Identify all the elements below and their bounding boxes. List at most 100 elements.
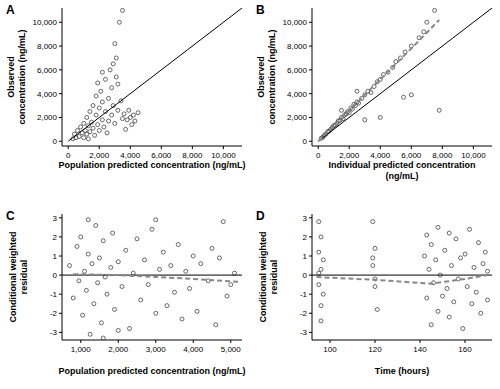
y-tick	[59, 22, 62, 23]
y-tick-label: 6,000	[37, 66, 58, 75]
point	[114, 56, 118, 60]
x-tick	[99, 146, 100, 149]
trend-line	[318, 20, 439, 141]
y-tick-label: 2	[303, 233, 308, 242]
y-tick	[309, 256, 312, 257]
y-axis-label: Observedconcentration (ng/mL)	[256, 30, 277, 125]
point	[423, 254, 427, 258]
y-axis-label-line: Conditional weighted	[258, 232, 268, 323]
point	[454, 237, 458, 241]
point	[121, 117, 125, 121]
y-axis-label: Conditional weightedresidual	[258, 232, 279, 323]
point	[191, 254, 195, 258]
y-tick-label: 1	[303, 252, 308, 261]
point	[77, 279, 81, 283]
point	[116, 260, 120, 264]
reference-line	[312, 275, 492, 276]
point	[465, 285, 469, 289]
point	[425, 233, 429, 237]
point	[99, 321, 103, 325]
panel: D100120140160-3-2-10123Time (hours)Condi…	[256, 209, 492, 376]
point	[371, 256, 375, 260]
x-tick-label: 3,000	[146, 345, 167, 354]
point	[101, 336, 105, 340]
y-tick	[59, 141, 62, 142]
x-axis-label: Population predicted concentration (ng/m…	[58, 366, 245, 376]
point	[94, 113, 98, 117]
y-tick	[59, 313, 62, 314]
x-tick	[192, 146, 193, 149]
point	[86, 137, 90, 141]
point	[447, 231, 451, 235]
y-tick	[59, 236, 62, 237]
point	[146, 283, 150, 287]
x-tick-label: 0	[66, 151, 71, 160]
x-axis-label: Time (hours)	[375, 366, 429, 376]
y-axis-label-line: Conditional weighted	[8, 232, 18, 323]
point	[124, 248, 128, 252]
point	[184, 269, 188, 273]
point	[375, 307, 379, 311]
x-axis-label-line: Population predicted concentration (ng/m…	[58, 366, 245, 376]
point	[113, 121, 117, 125]
point	[447, 315, 451, 319]
point	[76, 129, 80, 133]
point	[92, 302, 96, 306]
x-tick	[318, 146, 319, 149]
point	[96, 123, 100, 127]
y-axis-label-group: Observedconcentration (ng/mL)	[6, 30, 27, 125]
point	[459, 256, 463, 260]
point	[225, 294, 229, 298]
point	[434, 258, 438, 262]
y-tick	[59, 256, 62, 257]
x-axis-label: Population predicted concentration (ng/m…	[58, 160, 245, 170]
x-axis	[312, 146, 492, 147]
point	[481, 262, 485, 266]
point	[437, 108, 441, 112]
point	[111, 62, 115, 66]
panel-letter: D	[256, 209, 265, 223]
y-axis-label-line: Observed	[6, 56, 16, 98]
point	[117, 20, 121, 24]
y-tick	[309, 294, 312, 295]
point	[425, 20, 429, 24]
x-axis-label-line: (ng/mL)	[386, 171, 419, 181]
y-axis-label: Observedconcentration (ng/mL)	[6, 30, 27, 125]
point	[113, 307, 117, 311]
x-tick	[155, 340, 156, 343]
y-tick-label: 0	[303, 137, 308, 146]
y-tick	[309, 69, 312, 70]
point	[321, 292, 325, 296]
x-tick-label: 6,000	[401, 151, 422, 160]
point	[79, 235, 83, 239]
point	[319, 304, 323, 308]
y-tick-label: 2,000	[37, 113, 58, 122]
point	[84, 288, 88, 292]
point	[195, 309, 199, 313]
point	[371, 264, 375, 268]
panel-letter: B	[256, 3, 265, 17]
point	[116, 108, 120, 112]
point	[425, 296, 429, 300]
point	[165, 304, 169, 308]
point	[105, 131, 109, 135]
plot-area	[68, 8, 242, 141]
x-tick-label: 140	[413, 345, 427, 354]
x-tick-label: 6,000	[151, 151, 172, 160]
point	[154, 218, 158, 222]
point	[100, 100, 104, 104]
point	[373, 285, 377, 289]
y-tick-label: -3	[300, 328, 308, 337]
point	[472, 265, 476, 269]
x-tick	[330, 340, 331, 343]
y-tick	[309, 46, 312, 47]
point	[81, 313, 85, 317]
point	[169, 264, 173, 268]
point	[378, 115, 382, 119]
point	[350, 107, 354, 111]
x-tick-label: 2,000	[339, 151, 360, 160]
point	[120, 285, 124, 289]
point	[85, 115, 89, 119]
x-tick	[375, 340, 376, 343]
panel-letter: A	[6, 3, 15, 17]
